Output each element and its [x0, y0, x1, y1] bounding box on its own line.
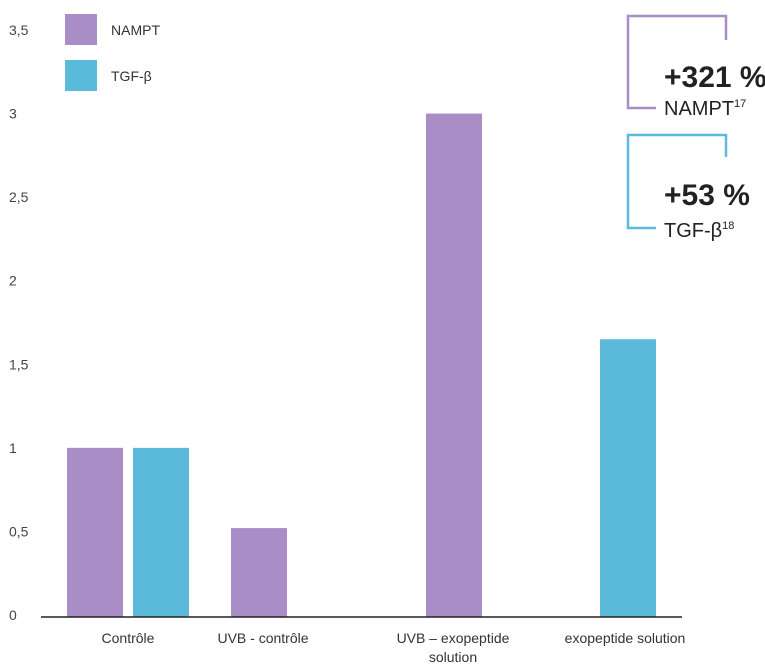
category-labels: Contrôle UVB - contrôle UVB – exopeptide so…	[102, 630, 686, 665]
bar-tgf-1	[133, 447, 189, 617]
y-axis-ticks: 0 0,5 1 1,5 2 2,5 3 3,5	[9, 22, 29, 623]
bar-tgf-4	[600, 339, 656, 617]
x-category-label: Contrôle	[102, 630, 155, 646]
legend-swatch	[65, 14, 97, 45]
bars	[67, 113, 656, 618]
annotation-label: TGF-β18	[664, 220, 734, 242]
y-tick-label: 0,5	[9, 523, 29, 539]
x-category-label: exopeptide solution	[565, 630, 686, 646]
bar-nampt-1	[67, 447, 123, 617]
y-tick-label: 1	[9, 440, 17, 456]
annotations: +321 % NAMPT17 +53 % TGF-β18	[626, 14, 765, 242]
x-category-label: UVB – exopeptide solution	[397, 630, 510, 665]
annotation-value: +53 %	[664, 179, 750, 212]
annotation-value: +321 %	[664, 61, 765, 94]
annotation-bracket	[626, 14, 728, 110]
y-tick-label: 1,5	[9, 356, 29, 372]
annotation-bracket	[626, 133, 728, 230]
annotation-label: NAMPT17	[664, 98, 746, 120]
legend: NAMPT TGF-β	[65, 14, 160, 91]
y-tick-label: 2	[9, 273, 17, 289]
legend-label: NAMPT	[111, 22, 160, 38]
y-tick-label: 0	[9, 607, 17, 623]
x-category-label: UVB - contrôle	[217, 630, 308, 646]
legend-swatch	[65, 60, 97, 91]
y-tick-label: 3	[9, 106, 17, 122]
bar-nampt-2	[231, 528, 287, 617]
y-tick-label: 2,5	[9, 189, 29, 205]
y-tick-label: 3,5	[9, 22, 29, 38]
legend-label: TGF-β	[111, 68, 152, 84]
bar-nampt-3	[426, 113, 482, 618]
